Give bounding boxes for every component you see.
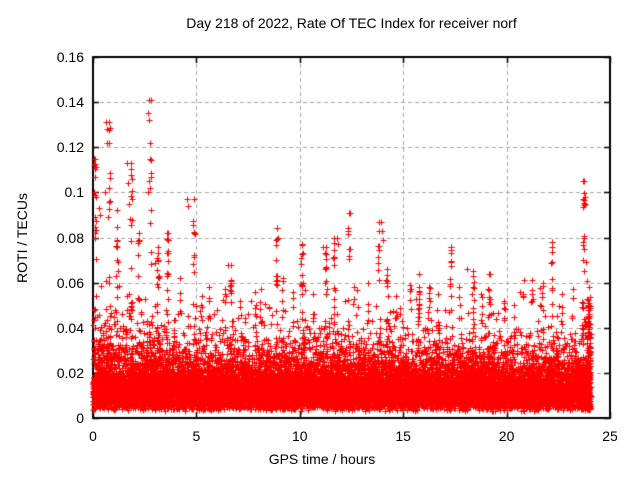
x-tick-label: 10	[292, 428, 308, 444]
y-tick-label: 0	[76, 410, 84, 426]
y-tick-label: 0.08	[56, 229, 84, 246]
x-tick-label: 25	[602, 428, 618, 444]
y-tick-label: 0.12	[56, 139, 84, 156]
y-tick-label: 0.14	[56, 94, 84, 111]
x-axis-title: GPS time / hours	[268, 451, 376, 467]
x-tick-label: 0	[89, 428, 97, 444]
y-tick-label: 0.1	[64, 184, 84, 201]
y-tick-label: 0.02	[56, 364, 84, 381]
y-tick-label: 0.06	[56, 274, 84, 291]
y-tick-label: 0.04	[56, 319, 84, 336]
y-tick-label: 0.16	[56, 49, 84, 65]
chart-title: Day 218 of 2022, Rate Of TEC Index for r…	[186, 15, 517, 31]
x-tick-label: 20	[498, 428, 515, 444]
x-tick-label: 5	[192, 428, 201, 444]
x-tick-label: 15	[395, 428, 411, 444]
